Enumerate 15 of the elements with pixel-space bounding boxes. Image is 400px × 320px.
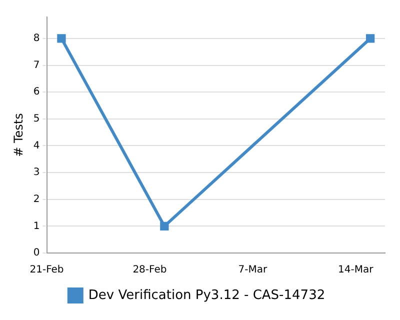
y-tick-label: 2	[33, 194, 40, 205]
x-tick-label: 7-Mar	[238, 264, 268, 276]
y-tick-label: 1	[33, 220, 40, 232]
y-tick-label: 0	[33, 248, 40, 259]
y-tick-label: 7	[33, 60, 40, 71]
legend-label: Dev Verification Py3.12 - CAS-14732	[88, 288, 326, 303]
x-tick-label: 14-Mar	[338, 264, 374, 276]
y-tick-label: 8	[33, 33, 40, 44]
y-tick-label: 6	[33, 86, 40, 98]
x-tick-label: 21-Feb	[30, 264, 64, 276]
y-tick-label: 5	[33, 114, 40, 125]
y-tick-label: 4	[33, 140, 40, 152]
x-tick-label: 28-Feb	[132, 264, 167, 276]
y-axis-title: # Tests	[11, 113, 26, 157]
y-tick-label: 3	[33, 167, 40, 178]
